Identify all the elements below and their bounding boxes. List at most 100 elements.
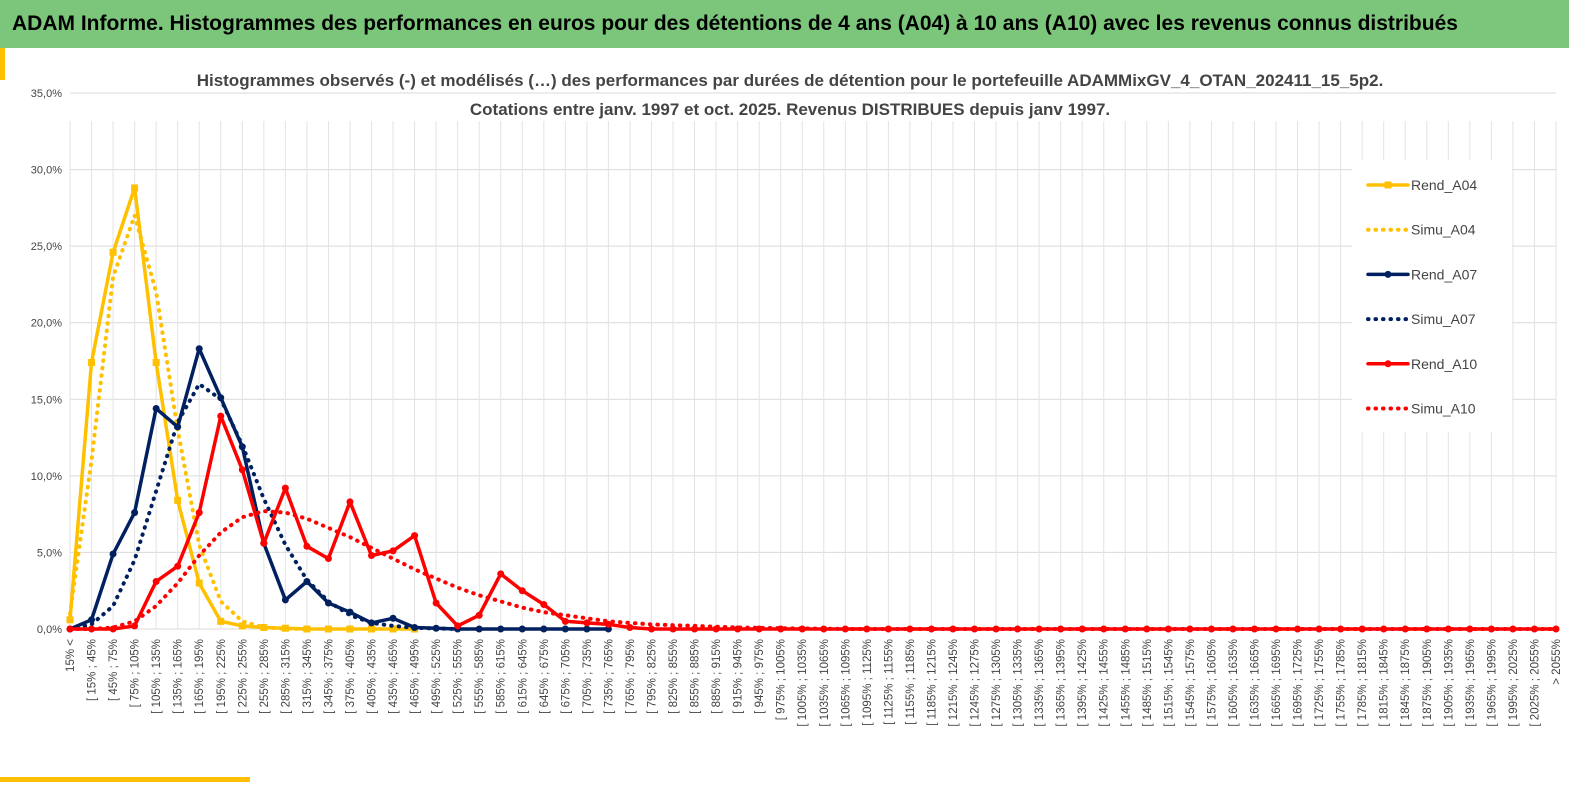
x-tick-label: [ 255% ; 285% [259,639,271,714]
marker [540,600,548,608]
marker [647,625,655,633]
marker [281,484,289,492]
header-title: ADAM Informe. Histogrammes des performan… [12,12,1458,35]
x-tick-label: [ 1575% ; 1605% [1206,639,1218,727]
x-tick-label: [ 1695% ; 1725% [1293,639,1305,727]
x-tick-label: [ 1935% ; 1965% [1465,639,1477,727]
x-tick-label: [ 1395% ; 1425% [1077,639,1089,727]
legend-label: Simu_A10 [1411,401,1476,417]
legend-marker [1384,360,1392,368]
x-tick-label: [ 465% ; 495% [410,639,422,714]
x-tick-label: [ 1995% ; 2025% [1508,639,1520,727]
marker [389,547,397,555]
x-tick-label: [ 885% ; 915% [711,639,723,714]
x-tick-label: [ 1245% ; 1275% [970,639,982,727]
x-tick-label: [ 1185% ; 1215% [926,639,938,726]
marker [217,412,225,420]
marker [217,617,225,625]
x-tick-label: [ 435% ; 465% [388,639,400,714]
marker [303,542,311,550]
marker [497,570,505,578]
marker [604,620,612,628]
x-tick-label: [ 1815% ; 1845% [1379,639,1391,727]
legend-label: Rend_A07 [1411,266,1477,282]
y-tick-label: 10,0% [31,471,62,483]
x-tick-label: [ 1035% ; 1065% [819,639,831,727]
x-tick-label: [ 1635% ; 1665% [1249,639,1261,727]
marker [152,578,160,586]
marker [281,596,289,604]
x-tick-label: [ 705% ; 735% [582,639,594,714]
x-tick-label: [ 1665% ; 1695% [1271,639,1283,727]
marker [1552,625,1560,633]
marker [238,466,246,474]
x-tick-label: [ 765% ; 795% [625,639,637,714]
marker [346,625,354,633]
y-tick-label: 5,0% [37,547,62,559]
x-tick-label: [ 105% ; 135% [151,639,163,714]
marker [927,625,935,633]
marker [1444,625,1452,633]
marker [303,625,311,633]
x-tick-label: [ 735% ; 765% [603,639,615,714]
marker [66,616,74,624]
series-line [68,346,611,631]
marker [1250,625,1258,633]
x-tick-label: [ 945% ; 975% [754,639,766,714]
marker [260,623,268,631]
x-tick-label: [ 195% ; 225% [216,639,228,714]
marker [432,599,440,607]
x-tick-label: [ 1605% ; 1635% [1228,639,1240,727]
marker [174,562,182,570]
marker [324,625,332,633]
x-tick-label: [ 975% ; 1005% [776,639,788,720]
x-tick-label: [ 1215% ; 1245% [948,639,960,727]
marker [389,614,397,622]
x-tick-label: [ 405% ; 435% [367,639,379,714]
x-tick-label: [ 1965% ; 1995% [1486,639,1498,727]
x-tick-label: [ 1875% ; 1905% [1422,639,1434,727]
marker [583,619,591,627]
legend-marker [1384,270,1392,278]
marker [88,616,96,624]
legend-label: Rend_A04 [1411,177,1477,193]
x-tick-label: [ 1485% ; 1515% [1142,639,1154,727]
x-tick-label: [ 1065% ; 1095% [840,639,852,727]
marker [152,359,160,367]
y-tick-label: 25,0% [31,241,62,253]
marker [88,359,96,367]
marker [626,623,634,631]
marker [475,611,483,619]
x-tick-label: [ 1545% ; 1575% [1185,639,1197,727]
x-tick-label: [ 1905% ; 1935% [1443,639,1455,727]
x-tick-label: [ 2025% ; 2055% [1529,639,1541,727]
marker [195,579,203,587]
x-tick-label: [ 675% ; 705% [560,639,572,714]
x-tick-label: [ 1755% ; 1785% [1336,639,1348,727]
marker [368,625,376,633]
chart-title: Histogrammes observés (-) et modélisés (… [197,71,1384,90]
marker [1423,625,1431,633]
x-tick-label: [ 1005% ; 1035% [797,639,809,727]
marker [346,498,354,506]
x-tick-label: [ 1455% ; 1485% [1120,639,1132,727]
marker [1272,625,1280,633]
x-tick-label: [ 1515% ; 1545% [1163,639,1175,727]
marker [238,622,246,630]
y-tick-label: 35,0% [31,88,62,100]
x-tick-label: [ 1335% ; 1365% [1034,639,1046,727]
accent [0,777,250,782]
accent [0,48,5,80]
x-tick-label: [ 495% ; 525% [431,639,443,714]
x-tick-label: [ 285% ; 315% [280,639,292,714]
x-tick-label: [ 825% ; 855% [668,639,680,714]
x-tick-label: [ 1305% ; 1335% [1013,639,1025,727]
legend-label: Simu_A07 [1411,311,1476,327]
x-tick-label: [ 1725% ; 1755% [1314,639,1326,727]
x-tick-label: [ 1845% ; 1875% [1400,639,1412,727]
marker [389,625,397,633]
marker [131,184,139,192]
x-tick-label: [ 345% ; 375% [323,639,335,714]
x-tick-label: [ 525% ; 555% [453,639,465,714]
